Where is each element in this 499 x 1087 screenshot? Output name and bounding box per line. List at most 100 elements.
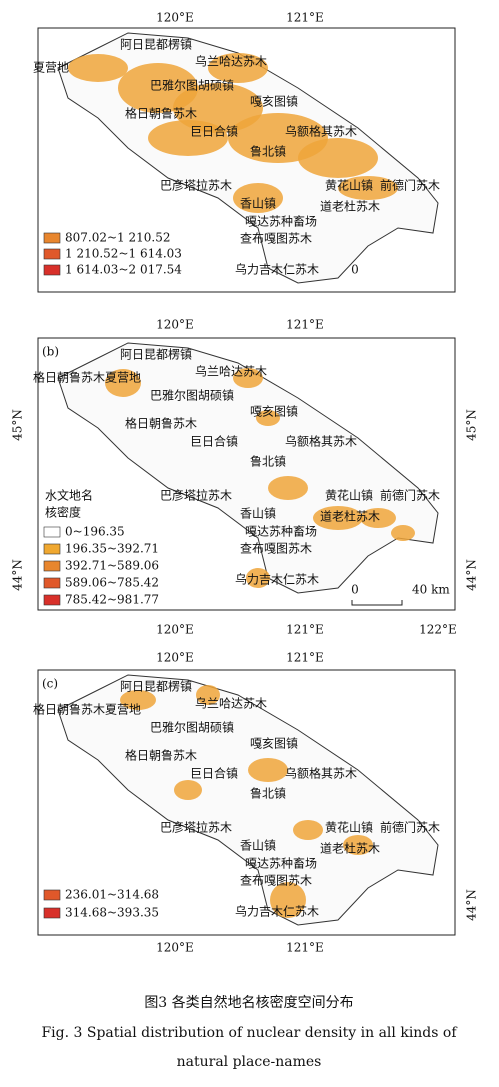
place-name: 鲁北镇 (250, 145, 286, 159)
density-patch (68, 54, 128, 82)
place-name: 道老杜苏木 (320, 509, 380, 524)
place-name: 香山镇 (240, 839, 276, 853)
place-name: 前德门苏木 (380, 488, 440, 503)
legend-label: 236.01~314.68 (65, 888, 159, 902)
density-patch (120, 690, 156, 710)
density-patch (196, 685, 220, 705)
place-name: 查布嘎图苏木 (240, 232, 312, 246)
place-name: 巨日合镇 (190, 124, 238, 139)
longitude-label: 120°E (156, 941, 194, 955)
legend-swatch (43, 907, 61, 919)
density-patch (148, 120, 228, 156)
density-patch (270, 882, 306, 918)
place-name: 黄花山镇 (325, 488, 373, 503)
legend-label: 1 614.03~2 017.54 (65, 263, 182, 277)
place-name: 鲁北镇 (250, 787, 286, 801)
place-name: 前德门苏木 (380, 820, 440, 835)
density-patch (248, 758, 288, 782)
legend-swatch (43, 232, 61, 244)
scale-label: 0 (351, 583, 359, 597)
place-name: 黄花山镇 (325, 820, 373, 835)
place-name: 巴彦塔拉苏木 (160, 820, 232, 835)
place-name: 阿日昆都楞镇 (120, 347, 192, 362)
density-patch (298, 138, 378, 178)
place-name: 嘎亥图镇 (250, 405, 298, 419)
density-patch (268, 476, 308, 500)
place-name: 巨日合镇 (190, 766, 238, 781)
place-name: 巨日合镇 (190, 434, 238, 449)
longitude-label: 121°E (286, 651, 324, 665)
place-name: 乌兰哈达苏木 (195, 54, 267, 69)
scale-label: 0 (351, 263, 359, 277)
latitude-label: 44°N (465, 889, 479, 921)
legend-label: 589.06~785.42 (65, 576, 159, 590)
density-patch (338, 176, 398, 200)
legend-title: 核密度 (45, 505, 81, 520)
legend-label: 314.68~393.35 (65, 906, 159, 920)
place-name: 黄花山镇 (325, 178, 373, 193)
place-name: 香山镇 (240, 507, 276, 521)
latitude-label: 44°N (465, 559, 479, 591)
density-patch (208, 53, 268, 83)
place-name: 格日朝鲁苏木 (125, 416, 197, 431)
legend-swatch (43, 526, 61, 538)
scale-bar (351, 600, 403, 606)
place-name: 格日朝鲁苏木 (125, 748, 197, 763)
longitude-label: 121°E (286, 941, 324, 955)
place-name: 乌额格其苏木 (285, 124, 357, 139)
place-name: 乌额格其苏木 (285, 766, 357, 781)
legend-label: 196.35~392.71 (65, 542, 159, 556)
density-patch (233, 183, 283, 213)
caption-zh: 图3 各类自然地名核密度空间分布 (144, 994, 353, 1011)
density-patch (360, 508, 396, 528)
legend-swatch (43, 248, 61, 260)
place-name: 巴雅尔图胡硕镇 (150, 388, 234, 403)
place-name: 格日朝鲁苏木夏营地 (33, 702, 141, 717)
latitude-label: 45°N (465, 409, 479, 441)
legend-swatch (43, 560, 61, 572)
density-patch (293, 820, 323, 840)
place-name: 乌额格其苏木 (285, 434, 357, 449)
legend-label: 0~196.35 (65, 525, 125, 539)
place-name: 巴雅尔图胡硕镇 (150, 720, 234, 735)
map-panel: (b) 120°E 121°E 120°E 121°E 122°E 45°N 44°N 45°N… (11, 318, 479, 637)
latitude-label: 45°N (11, 409, 25, 441)
density-patch (343, 835, 373, 855)
density-patch (391, 525, 415, 541)
place-name: 查布嘎图苏木 (240, 874, 312, 888)
place-name: 道老杜苏木 (320, 841, 380, 856)
place-name: 夏营地 (33, 61, 69, 75)
place-name: 乌力吉木仁苏木 (235, 572, 319, 587)
longitude-label: 121°E (286, 623, 324, 637)
panel-label: (b) (42, 345, 59, 359)
caption-en: natural place-names (177, 1054, 322, 1070)
place-name: 道老杜苏木 (320, 199, 380, 214)
map-panel: (c) 120°E 121°E 120°E 121°E 44°N 阿日昆都楞镇格日朝鲁苏木夏… (33, 651, 479, 955)
longitude-label: 120°E (156, 651, 194, 665)
place-name: 格日朝鲁苏木 (125, 106, 197, 121)
longitude-label: 121°E (286, 11, 324, 25)
longitude-label: 121°E (286, 318, 324, 332)
panel-label: (c) (42, 677, 58, 691)
longitude-label: 120°E (156, 318, 194, 332)
density-patch (313, 506, 363, 530)
legend-swatch (43, 594, 61, 606)
place-name: 乌兰哈达苏木 (195, 696, 267, 711)
place-name: 嘎亥图镇 (250, 737, 298, 751)
density-patch (233, 368, 263, 388)
caption: 图3 各类自然地名核密度空间分布 Fig. 3 Spatial distribu… (41, 994, 458, 1070)
density-patch (174, 780, 202, 800)
density-patch (246, 568, 270, 588)
place-name: 嘎达苏种畜场 (245, 524, 317, 539)
place-name: 查布嘎图苏木 (240, 542, 312, 556)
legend-swatch (43, 577, 61, 589)
place-name: 巴彦塔拉苏木 (160, 488, 232, 503)
legend-label: 785.42~981.77 (65, 593, 159, 607)
place-name: 前德门苏木 (380, 178, 440, 193)
place-name: 阿日昆都楞镇 (120, 37, 192, 52)
place-name: 乌力吉木仁苏木 (235, 904, 319, 919)
legend-swatch (43, 264, 61, 276)
place-name: 阿日昆都楞镇 (120, 679, 192, 694)
